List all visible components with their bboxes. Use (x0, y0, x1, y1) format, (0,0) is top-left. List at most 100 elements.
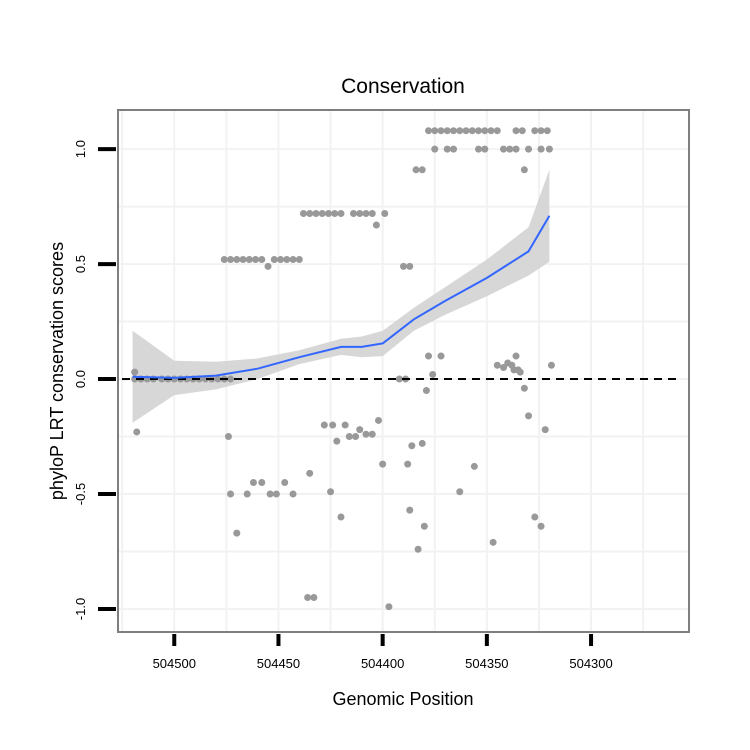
data-point (333, 437, 341, 445)
data-point (406, 262, 414, 270)
data-point (489, 538, 497, 546)
data-point (131, 368, 139, 376)
data-point (437, 352, 445, 360)
y-tick-label: 1.0 (73, 140, 88, 158)
data-point (475, 127, 483, 135)
data-point (547, 361, 555, 369)
data-point (362, 209, 370, 217)
data-point (243, 490, 251, 498)
data-point (418, 166, 426, 174)
data-point (493, 361, 501, 369)
data-point (512, 127, 520, 135)
data-point (406, 506, 414, 514)
data-point (341, 421, 349, 429)
data-point (372, 221, 380, 229)
data-point (520, 384, 528, 392)
data-point (412, 166, 420, 174)
data-point (531, 127, 539, 135)
data-point (368, 430, 376, 438)
data-point (420, 522, 428, 530)
data-point (525, 145, 533, 153)
x-axis-label: Genomic Position (332, 689, 473, 709)
data-point (443, 145, 451, 153)
data-point (202, 375, 210, 383)
data-point (133, 428, 141, 436)
data-point (318, 209, 326, 217)
data-point (233, 529, 241, 537)
data-point (506, 145, 514, 153)
data-point (312, 209, 320, 217)
data-point (245, 255, 253, 263)
data-point (304, 594, 312, 602)
data-point (329, 421, 337, 429)
x-tick-label: 504300 (569, 656, 612, 671)
data-point (400, 262, 407, 270)
data-point (431, 145, 439, 153)
y-axis: 1.0 0.5 0.0 -0.5 -1.0 (73, 140, 116, 620)
data-point (289, 490, 297, 498)
data-point (512, 145, 520, 153)
data-point (220, 255, 228, 263)
y-tick-label: -1.0 (73, 598, 88, 620)
data-point (356, 209, 364, 217)
data-point (277, 255, 285, 263)
data-point (425, 127, 433, 135)
data-point (395, 375, 403, 383)
data-point (310, 594, 318, 602)
data-point (512, 352, 520, 360)
data-point (475, 145, 483, 153)
data-point (331, 209, 339, 217)
data-point (408, 442, 416, 450)
data-point (258, 479, 266, 487)
data-point (537, 127, 545, 135)
data-point (266, 490, 274, 498)
data-point (368, 209, 376, 217)
x-tick-label: 504350 (465, 656, 508, 671)
data-point (352, 433, 360, 441)
data-point (306, 209, 314, 217)
data-point (252, 255, 260, 263)
data-point (414, 545, 422, 553)
data-point (493, 127, 501, 135)
data-point (337, 209, 345, 217)
data-point (239, 255, 247, 263)
chart-title: Conservation (341, 75, 465, 98)
data-point (289, 255, 297, 263)
data-point (437, 127, 445, 135)
panel-border (117, 109, 690, 633)
data-point (429, 370, 437, 378)
smooth-line (132, 215, 551, 379)
data-point (227, 255, 235, 263)
data-point (404, 460, 412, 468)
data-point (374, 416, 382, 424)
x-tick-label: 504400 (361, 656, 404, 671)
data-point (450, 127, 458, 135)
data-point (545, 145, 553, 153)
data-point (356, 426, 364, 434)
data-point (214, 375, 222, 383)
data-point (518, 127, 526, 135)
confidence-band (132, 169, 550, 423)
y-axis-label: phyloP LRT conservation scores (47, 242, 67, 500)
data-point (537, 145, 545, 153)
y-tick-label: 0.0 (73, 370, 88, 388)
data-point (283, 255, 291, 263)
data-point (264, 262, 272, 270)
data-point (320, 421, 328, 429)
data-point (281, 479, 289, 487)
data-point (227, 490, 235, 498)
data-point (514, 366, 522, 374)
data-point (541, 426, 549, 434)
data-point (520, 166, 528, 174)
data-point (508, 361, 516, 369)
data-point (431, 127, 439, 135)
data-point (345, 433, 353, 441)
data-point (531, 513, 539, 521)
data-point (227, 375, 235, 383)
y-tick-label: 0.5 (73, 255, 88, 273)
data-point (443, 127, 451, 135)
data-point (456, 127, 464, 135)
data-points (131, 127, 555, 611)
y-tick-label: -0.5 (73, 483, 88, 505)
